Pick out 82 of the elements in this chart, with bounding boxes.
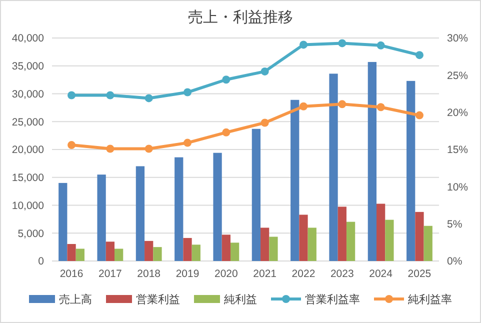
legend-label: 純利益	[224, 292, 257, 306]
point	[415, 111, 424, 120]
y-tick-label: 20,000	[12, 144, 44, 156]
bar	[213, 152, 222, 261]
point	[222, 76, 230, 84]
bar	[406, 80, 416, 261]
y2-tick-label: 30%	[447, 32, 468, 45]
bar	[97, 174, 106, 261]
point	[260, 67, 269, 76]
bar	[114, 248, 124, 261]
bar	[106, 242, 114, 261]
bar	[290, 100, 300, 261]
y-tick-label: 35,000	[12, 60, 44, 73]
y-tick-label: 30,000	[12, 88, 44, 100]
bar	[174, 157, 184, 261]
bar	[183, 238, 192, 261]
bar	[136, 166, 145, 261]
bar	[385, 220, 394, 261]
y-tick-label: 5,000	[18, 228, 44, 240]
x-tick-label: 2016	[60, 268, 84, 280]
point	[260, 118, 269, 127]
x-tick-label: 2019	[176, 268, 200, 280]
point	[338, 39, 346, 48]
point	[338, 100, 346, 108]
point	[376, 41, 385, 50]
point	[144, 144, 153, 153]
legend-label: 営業利益	[136, 292, 180, 306]
y2-tick-label: 5%	[447, 218, 462, 231]
point	[415, 51, 424, 60]
bar	[376, 204, 386, 261]
bar	[415, 212, 424, 261]
y2-tick-label: 10%	[447, 181, 468, 194]
bar	[368, 62, 376, 261]
point	[184, 138, 192, 147]
legend-label: 純利益率	[408, 292, 452, 306]
point	[68, 141, 76, 150]
bar	[260, 228, 270, 261]
bar	[58, 182, 68, 261]
y-tick-label: 40,000	[12, 32, 44, 45]
point	[144, 94, 153, 102]
x-tick-label: 2018	[137, 268, 161, 280]
point	[106, 91, 114, 100]
legend-label: 営業利益率	[305, 292, 360, 306]
chart-title: 売上・利益推移	[188, 9, 293, 26]
bar	[144, 240, 154, 261]
bar	[192, 244, 200, 261]
bar	[230, 242, 240, 261]
point	[184, 88, 192, 96]
x-tick-label: 2023	[330, 268, 354, 280]
y2-tick-label: 20%	[447, 107, 468, 120]
bar	[222, 234, 230, 261]
bar	[252, 128, 261, 261]
legend-label: 売上高	[59, 292, 92, 306]
y-tick-label: 25,000	[12, 116, 44, 128]
point	[222, 128, 230, 136]
bar	[269, 236, 278, 261]
x-tick-label: 2022	[292, 268, 316, 280]
x-tick-label: 2017	[98, 268, 122, 280]
y2-tick-label: 15%	[447, 144, 468, 156]
point	[299, 40, 308, 49]
y-tick-label: 15,000	[12, 172, 44, 184]
bar	[308, 228, 316, 261]
x-tick-label: 2021	[253, 268, 277, 280]
y2-tick-label: 0%	[447, 256, 462, 268]
bar	[329, 74, 338, 261]
x-tick-label: 2024	[369, 268, 393, 280]
bar	[338, 206, 346, 261]
bar	[67, 244, 76, 261]
bar	[299, 214, 308, 261]
bar	[424, 226, 432, 261]
point	[376, 103, 385, 112]
y2-tick-label: 25%	[447, 70, 468, 82]
bar	[346, 222, 356, 261]
x-tick-label: 2020	[214, 268, 238, 280]
y-tick-label: 0	[38, 256, 44, 268]
y-tick-label: 10,000	[12, 200, 44, 212]
bar	[153, 247, 162, 261]
bar	[76, 248, 84, 261]
x-tick-label: 2025	[408, 268, 432, 280]
point	[299, 102, 308, 110]
point	[68, 91, 76, 100]
point	[106, 144, 114, 153]
